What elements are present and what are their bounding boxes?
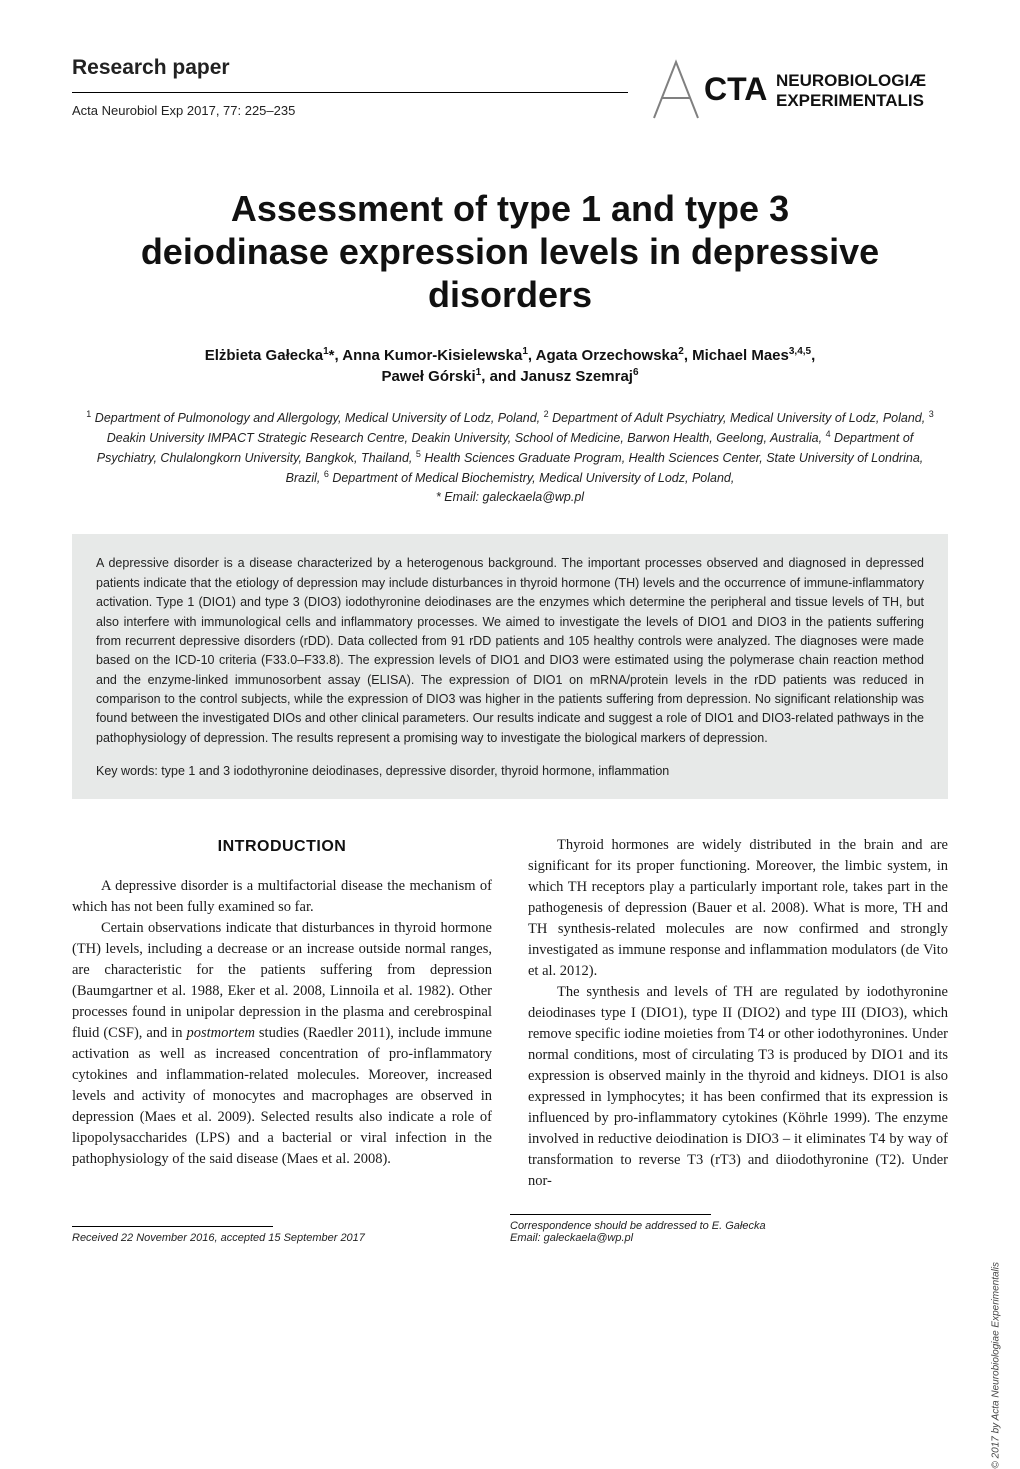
footer: Received 22 November 2016, accepted 15 S… [72,1214,948,1244]
header-left: Research paper Acta Neurobiol Exp 2017, … [72,56,628,118]
column-left: INTRODUCTION A depressive disorder is a … [72,835,492,1192]
authors-list: Elżbieta Gałecka1*, Anna Kumor-Kisielews… [112,345,908,389]
side-copyright: © 2017 by Acta Neurobiologiae Experiment… [991,1262,1002,1469]
abstract-text: A depressive disorder is a disease chara… [96,554,924,748]
footer-right: Correspondence should be addressed to E.… [510,1214,948,1244]
correspondence-line2: Email: galeckaela@wp.pl [510,1232,633,1244]
header-row: Research paper Acta Neurobiol Exp 2017, … [72,56,948,131]
logo-svg: CTA NEUROBIOLOGIÆ EXPERIMENTALIS [648,56,948,126]
logo-line2: EXPERIMENTALIS [776,91,924,110]
footer-left: Received 22 November 2016, accepted 15 S… [72,1226,510,1244]
paragraph: A depressive disorder is a multifactoria… [72,876,492,918]
affiliations: 1 Department of Pulmonology and Allergol… [84,408,936,506]
journal-reference: Acta Neurobiol Exp 2017, 77: 225–235 [72,103,628,118]
footer-rule [72,1226,273,1227]
body-columns: INTRODUCTION A depressive disorder is a … [72,835,948,1192]
journal-logo: CTA NEUROBIOLOGIÆ EXPERIMENTALIS [628,56,948,131]
keywords: Key words: type 1 and 3 iodothyronine de… [96,762,924,781]
paragraph: The synthesis and levels of TH are regul… [528,982,948,1192]
logo-cta: CTA [704,71,767,107]
paragraph: Certain observations indicate that distu… [72,918,492,1170]
paper-type: Research paper [72,56,628,80]
correspondence-line1: Correspondence should be addressed to E.… [510,1220,766,1232]
paragraph: Thyroid hormones are widely distributed … [528,835,948,982]
column-right: Thyroid hormones are widely distributed … [528,835,948,1192]
article-title: Assessment of type 1 and type 3 deiodina… [132,187,888,317]
logo-line1: NEUROBIOLOGIÆ [776,71,926,90]
section-heading-introduction: INTRODUCTION [72,835,492,858]
page: Research paper Acta Neurobiol Exp 2017, … [0,0,1020,1382]
footer-rule [510,1214,711,1215]
divider-rule [72,92,628,93]
received-date: Received 22 November 2016, accepted 15 S… [72,1232,365,1244]
abstract-box: A depressive disorder is a disease chara… [72,534,948,799]
